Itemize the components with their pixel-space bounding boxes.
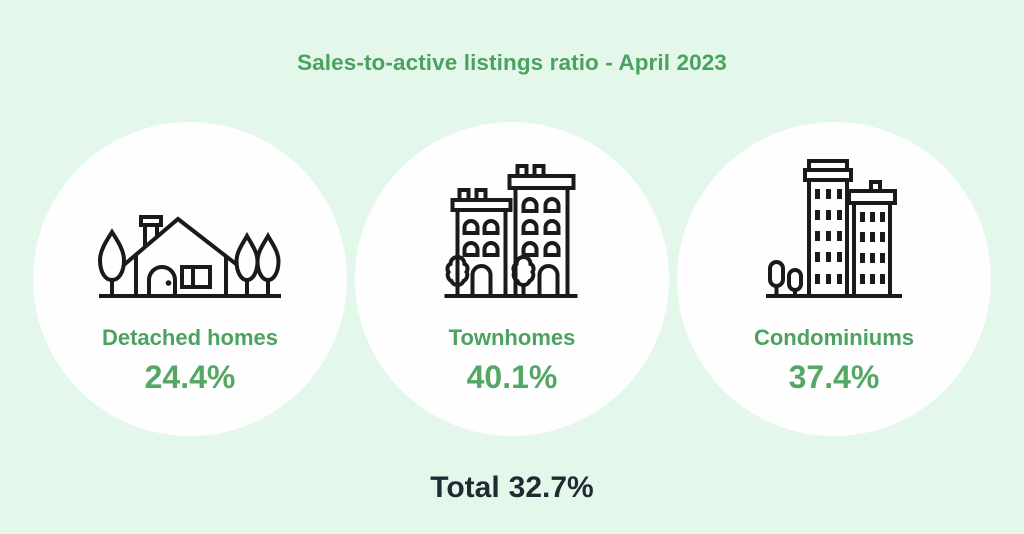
category-card-condominiums: Condominiums 37.4% [677, 122, 991, 436]
total-ratio: Total 32.7% [0, 471, 1024, 505]
detached-house-icon [98, 214, 282, 300]
condominiums-icon [764, 159, 904, 300]
page-title: Sales-to-active listings ratio - April 2… [297, 50, 727, 75]
category-card-townhomes: Townhomes 40.1% [355, 122, 669, 436]
category-value-townhomes: 40.1% [466, 359, 558, 395]
total-value: 32.7% [508, 471, 594, 504]
category-value-detached-homes: 24.4% [144, 359, 236, 395]
category-label-detached-homes: Detached homes [101, 325, 279, 350]
category-label-condominiums: Condominiums [753, 325, 915, 350]
total-label: Total [430, 471, 500, 504]
townhomes-icon [444, 161, 581, 300]
category-label-townhomes: Townhomes [448, 325, 576, 350]
category-value-condominiums: 37.4% [788, 359, 880, 395]
category-card-detached-homes: Detached homes 24.4% [33, 122, 347, 436]
